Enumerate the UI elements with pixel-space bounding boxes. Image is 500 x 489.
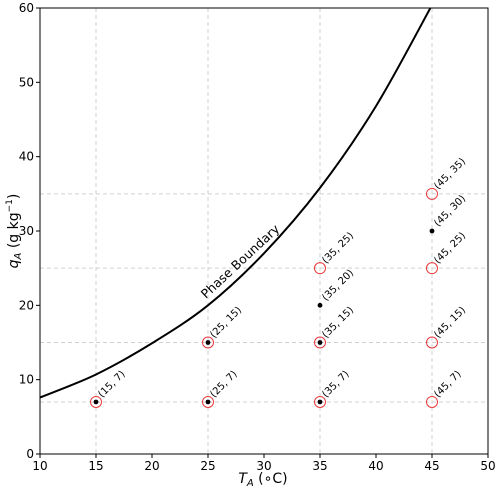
ring-marker bbox=[426, 336, 438, 349]
x-tick-label: 35 bbox=[312, 459, 327, 473]
x-axis-label-main: T bbox=[238, 471, 248, 487]
ring-marker bbox=[314, 262, 326, 275]
dot-marker bbox=[317, 340, 323, 345]
point-label: (35, 20) bbox=[320, 268, 356, 304]
dot-marker bbox=[205, 340, 211, 345]
x-tick-label: 50 bbox=[480, 459, 495, 473]
point-label: (15, 7) bbox=[96, 369, 127, 400]
x-tick-label: 10 bbox=[32, 459, 47, 473]
point-label: (45, 30) bbox=[432, 193, 468, 229]
ring-marker bbox=[90, 395, 102, 408]
x-tick-label: 20 bbox=[144, 459, 159, 473]
y-tick-label: 50 bbox=[19, 75, 34, 89]
phase-boundary-label: Phase Boundary bbox=[198, 221, 283, 301]
ring-marker bbox=[314, 395, 326, 408]
point-label: (45, 25) bbox=[432, 230, 468, 266]
point-label: (25, 7) bbox=[208, 369, 239, 400]
y-axis-label-close: ) bbox=[6, 194, 22, 199]
dot-marker bbox=[93, 399, 99, 405]
grid bbox=[40, 8, 488, 454]
ring-marker bbox=[202, 336, 214, 349]
ring-marker bbox=[314, 336, 326, 349]
ring-marker bbox=[426, 262, 438, 275]
x-axis-label: TA (∘C) bbox=[238, 471, 287, 489]
y-axis-label-exp: −1 bbox=[5, 199, 15, 212]
y-tick-label: 60 bbox=[19, 1, 34, 15]
phase-boundary-layer: Phase Boundary bbox=[40, 8, 432, 399]
y-tick-label: 0 bbox=[26, 447, 34, 461]
y-tick-label: 30 bbox=[19, 224, 34, 238]
ring-marker bbox=[426, 395, 438, 408]
y-axis-label-main: q bbox=[6, 259, 22, 268]
x-axis-label-unit: (∘C) bbox=[254, 471, 288, 487]
y-tick-label: 10 bbox=[19, 373, 34, 387]
x-tick-label: 45 bbox=[424, 459, 439, 473]
y-axis-label-unit: (g kg bbox=[6, 212, 22, 252]
ring-marker bbox=[202, 395, 214, 408]
ring-marker bbox=[426, 187, 438, 200]
point-label: (45, 35) bbox=[432, 156, 468, 192]
y-tick-label: 40 bbox=[19, 150, 34, 164]
point-label: (35, 25) bbox=[320, 230, 356, 266]
dot-marker bbox=[317, 302, 323, 308]
phase-boundary-curve bbox=[40, 8, 432, 399]
dot-marker bbox=[317, 399, 323, 405]
dot-marker bbox=[205, 399, 211, 405]
point-label: (45, 15) bbox=[432, 305, 468, 341]
point-label: (25, 15) bbox=[208, 305, 244, 341]
x-tick-label: 25 bbox=[200, 459, 215, 473]
x-tick-label: 15 bbox=[88, 459, 103, 473]
y-axis-label: qA (g kg−1) bbox=[5, 194, 24, 269]
dot-marker bbox=[429, 228, 435, 234]
point-label: (35, 15) bbox=[320, 305, 356, 341]
y-axis-label-sub: A bbox=[13, 252, 24, 260]
x-tick-label: 30 bbox=[256, 459, 271, 473]
point-label: (45, 7) bbox=[432, 369, 463, 400]
y-tick-label: 20 bbox=[19, 298, 34, 312]
point-label: (35, 7) bbox=[320, 369, 351, 400]
x-tick-label: 40 bbox=[368, 459, 383, 473]
x-axis-label-sub: A bbox=[246, 478, 254, 489]
